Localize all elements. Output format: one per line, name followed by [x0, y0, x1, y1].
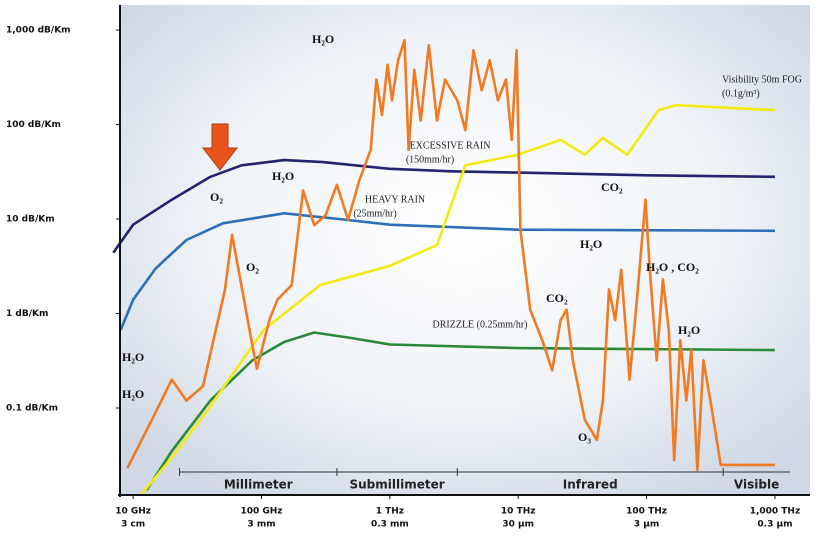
band-label: Visible — [734, 478, 779, 492]
band-label: Millimeter — [224, 478, 293, 492]
y-tick-label: 10 dB/Km — [6, 215, 55, 225]
x-tick-label: 100 THz — [626, 507, 667, 517]
band-label: Submillimeter — [350, 478, 445, 492]
y-tick-label: 1,000 dB/Km — [6, 26, 71, 36]
o2-arrow — [201, 123, 239, 171]
annotation: O₃ — [578, 430, 591, 444]
x-tick-sublabel: 30 µm — [502, 520, 534, 530]
annotation: H₂O — [312, 32, 334, 46]
annotation: O₂ — [210, 190, 223, 204]
annotation: H₂O , CO₂ — [646, 260, 699, 274]
band-label: Infrared — [563, 478, 618, 492]
x-tick-label: 1,000 THz — [750, 507, 801, 517]
x-tick-sublabel: 0.3 µm — [757, 520, 792, 530]
annotation: H₂O — [122, 350, 144, 364]
x-tick-sublabel: 0.3 mm — [371, 520, 409, 530]
y-tick-label: 1 dB/Km — [6, 309, 48, 319]
y-tick-label: 100 dB/Km — [6, 120, 61, 130]
annotation: H₂O — [678, 323, 700, 337]
series-name: DRIZZLE (0.25mm/hr) — [433, 319, 528, 330]
x-tick-sublabel: 3 µm — [634, 520, 659, 530]
annotation: O₂ — [246, 260, 259, 274]
x-tick-label: 10 GHz — [115, 507, 151, 517]
x-tick-sublabel: 3 cm — [121, 520, 145, 530]
series-name: Visibility 50m FOG — [722, 74, 802, 85]
x-tick-label: 100 GHz — [240, 507, 282, 517]
x-tick-label: 10 THz — [501, 507, 536, 517]
series-name-detail: (25mm/hr) — [353, 208, 396, 219]
series-name-detail: (150mm/hr) — [406, 154, 454, 165]
series-name: HEAVY RAIN — [365, 194, 425, 205]
x-tick-label: 1 THz — [376, 507, 404, 517]
series-line — [126, 38, 775, 472]
series-name: EXCESSIVE RAIN — [410, 140, 491, 151]
series-line — [119, 212, 775, 331]
x-tick-sublabel: 3 mm — [247, 520, 275, 530]
annotation: CO₂ — [601, 180, 623, 194]
marks — [112, 38, 775, 496]
annotation: CO₂ — [546, 291, 568, 305]
series-line — [145, 331, 775, 491]
series-line — [112, 158, 775, 254]
series-line — [139, 103, 775, 496]
y-tick-label: 0.1 dB/Km — [6, 403, 58, 413]
series-name-detail: (0.1g/m³) — [722, 88, 760, 99]
annotation: H₂O — [272, 169, 294, 183]
plot-background — [120, 5, 810, 495]
annotation: H₂O — [580, 237, 602, 251]
annotation: H₂O — [122, 387, 144, 401]
